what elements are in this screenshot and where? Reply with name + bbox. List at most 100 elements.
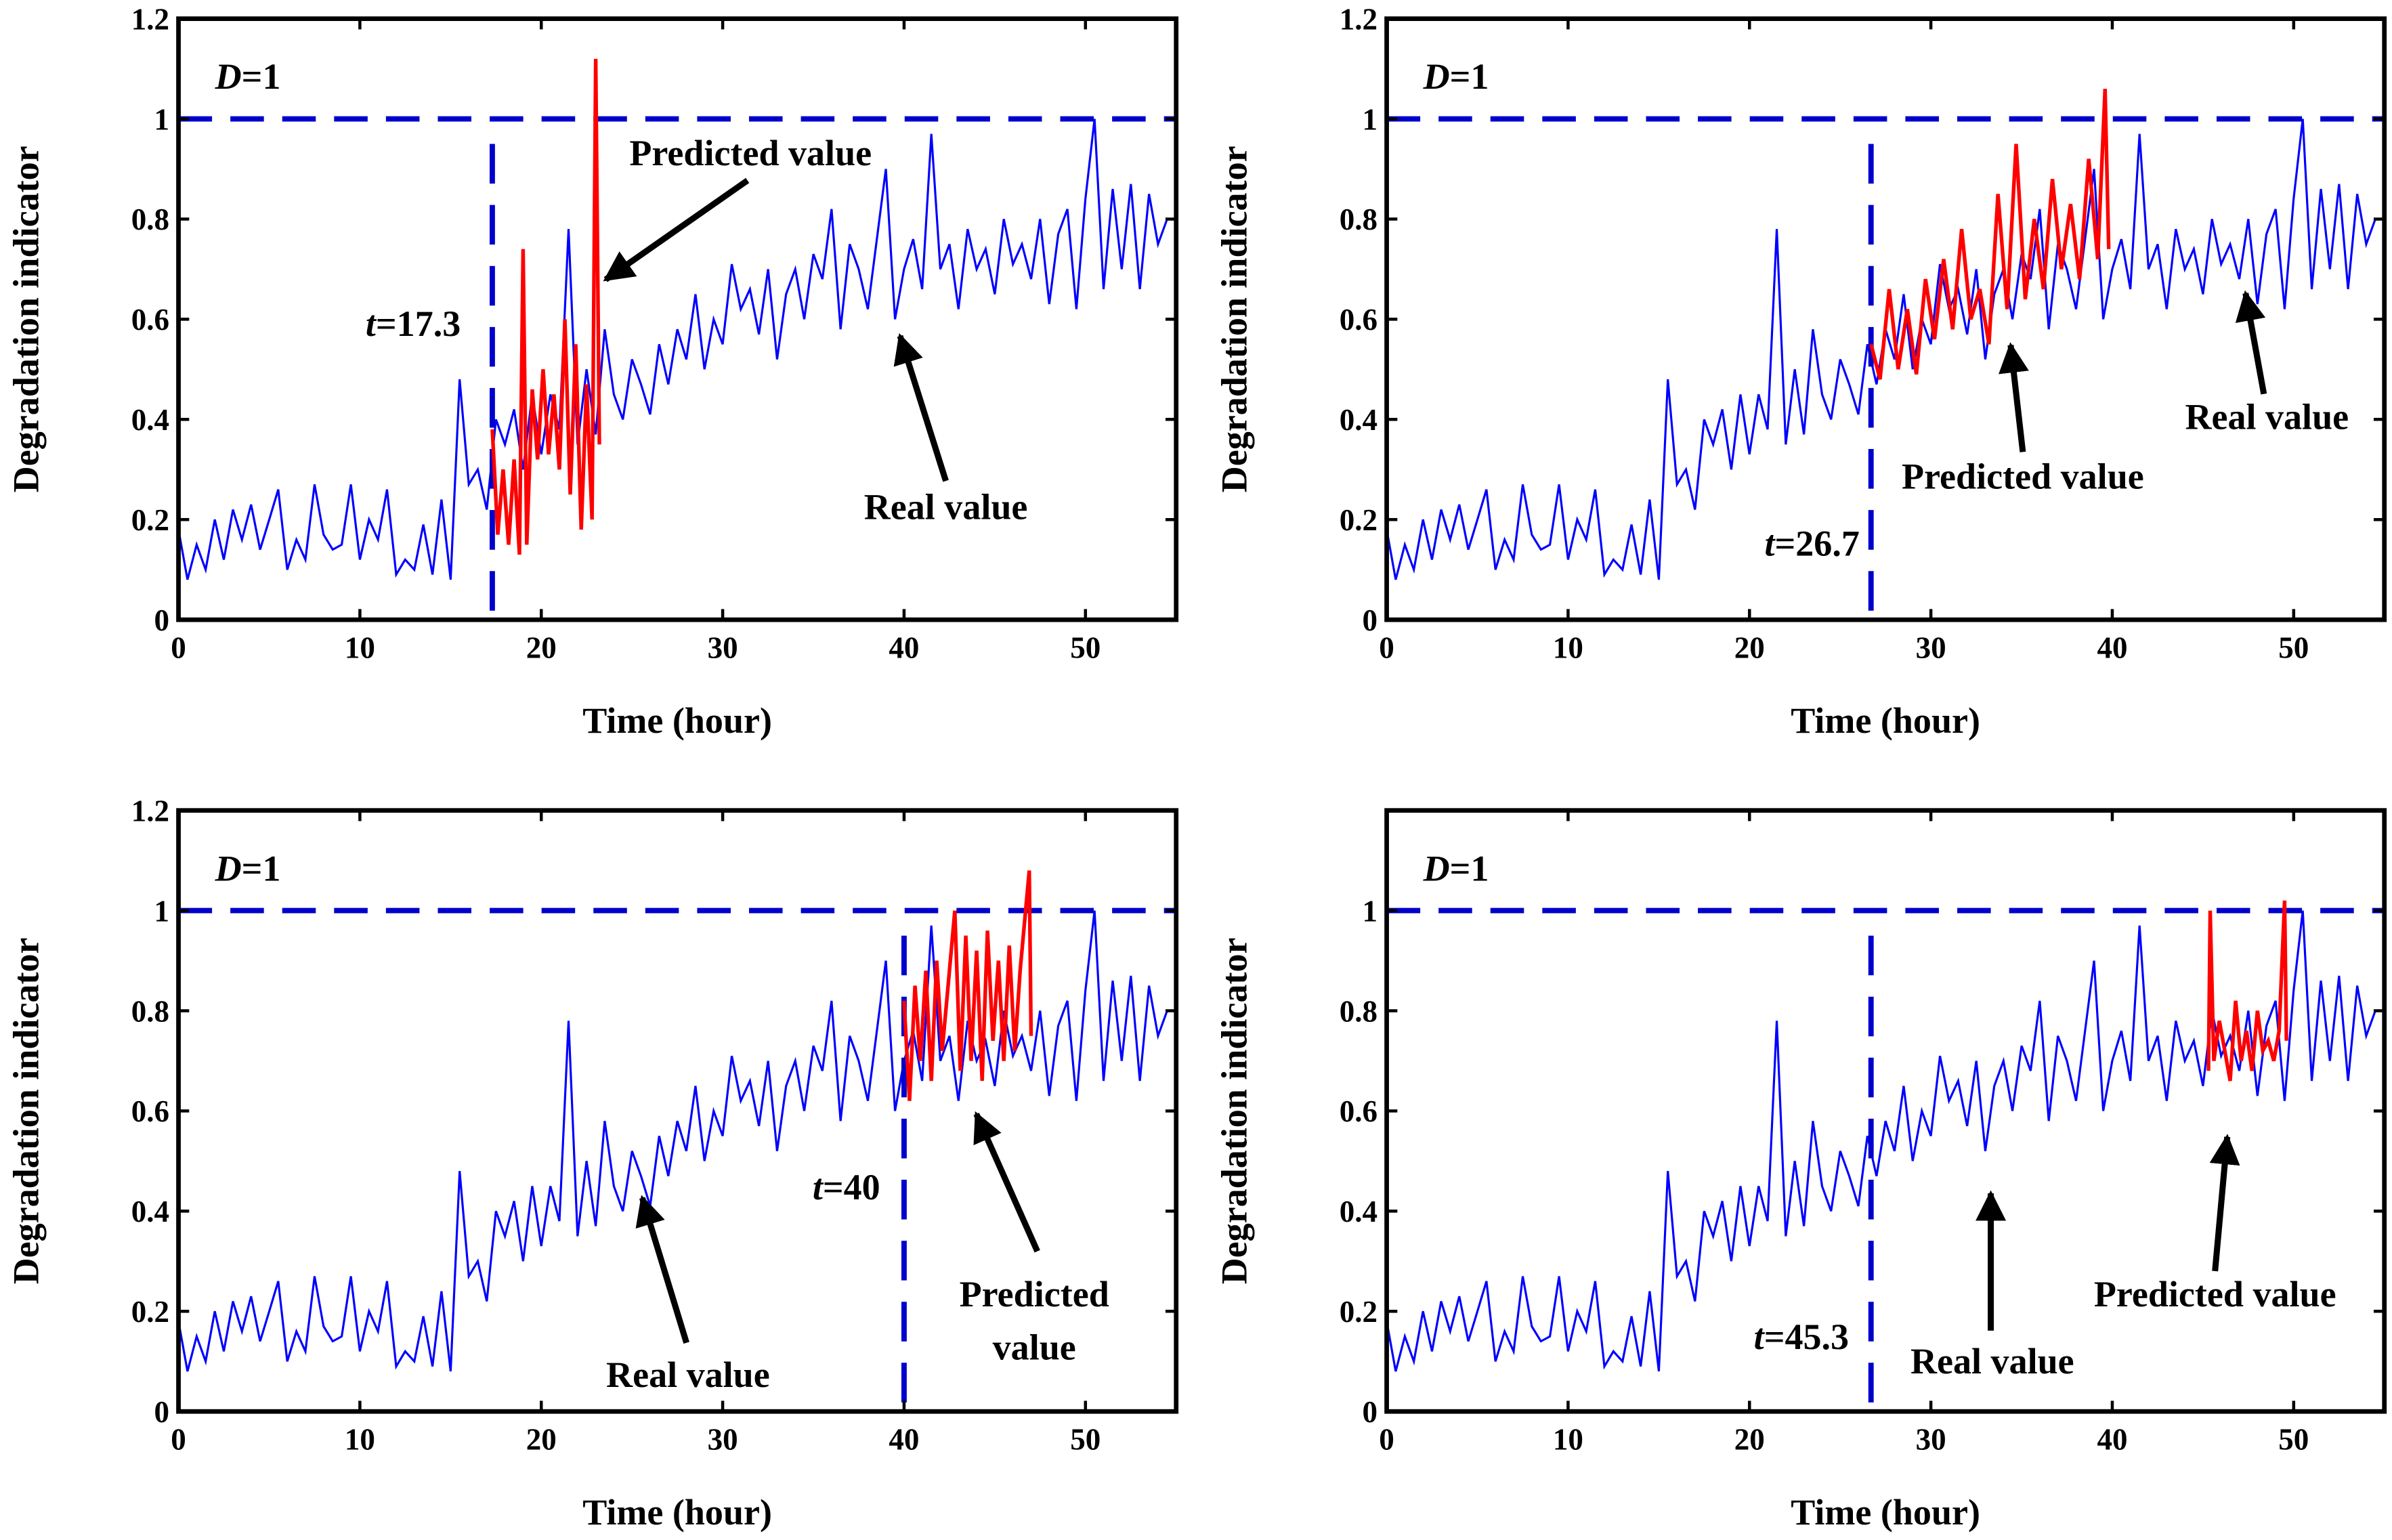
y-tick-label: 0.8 — [131, 202, 169, 236]
prediction-start-label: t=17.3 — [366, 303, 461, 344]
x-tick-label: 50 — [1070, 630, 1101, 664]
threshold-label: D=1 — [215, 56, 281, 97]
panel-top-left: 0 10 20 30 40 50 0 0.2 0.4 0.6 0.8 1 1.2 Time (hour) D… — [5, 2, 1179, 741]
x-axis-label: Time (hour) — [1791, 700, 1980, 741]
real-value-annotation: Real value — [864, 486, 1028, 527]
prediction-start-value: =26.7 — [1774, 523, 1859, 564]
x-axis-label: Time (hour) — [1791, 1492, 1980, 1533]
predicted-arrow-icon — [603, 177, 750, 282]
y-tick-label: 0.8 — [1340, 202, 1377, 236]
x-tick-label: 30 — [708, 1423, 738, 1457]
real-value-annotation: Real value — [2185, 397, 2349, 437]
y-tick-label: 0.6 — [131, 1094, 169, 1128]
real-arrow-icon — [2235, 290, 2267, 395]
panel-top-right: 0 10 20 30 40 50 0 0.2 0.4 0.6 0.8 1 1.2 Time (hour) D… — [1214, 2, 2387, 741]
y-tick-label: 0.4 — [1340, 1195, 1377, 1228]
panel-bottom-left: 0 10 20 30 40 50 0 0.2 0.4 0.6 0.8 1 1.2 Time (hour) D… — [5, 794, 1179, 1533]
threshold-label-var: D — [215, 848, 242, 889]
x-tick-label: 40 — [889, 630, 919, 664]
axes-frame — [176, 16, 1179, 622]
prediction-start-value: =40 — [823, 1167, 880, 1207]
y-tick-label: 0 — [154, 603, 170, 637]
threshold-label-value: =1 — [1450, 848, 1489, 889]
x-tick-label: 0 — [171, 1423, 186, 1457]
y-axis-label: Degradation indicator — [1214, 146, 1254, 492]
prediction-start-var: t — [1764, 523, 1776, 564]
prediction-start-label: t=26.7 — [1764, 523, 1859, 564]
y-tick-label: 0.4 — [131, 403, 169, 437]
predicted-value-line — [1869, 89, 2111, 380]
prediction-start-value: =45.3 — [1764, 1317, 1849, 1357]
prediction-start-var: t — [1754, 1317, 1766, 1357]
predicted-value-annotation: value — [993, 1327, 1076, 1368]
x-tick-label: 50 — [1070, 1423, 1101, 1457]
threshold-label: D=1 — [1423, 56, 1489, 97]
x-tick-label: 0 — [1379, 630, 1394, 664]
x-tick-label: 10 — [1553, 1423, 1583, 1457]
x-axis-label: Time (hour) — [582, 1492, 772, 1533]
predicted-value-line — [2206, 900, 2288, 1082]
threshold-label-value: =1 — [242, 848, 281, 889]
y-tick-label: 0.8 — [131, 994, 169, 1028]
threshold-label-var: D — [215, 56, 242, 97]
y-tick-label: 0.2 — [1340, 1295, 1377, 1329]
prediction-start-var: t — [813, 1167, 824, 1207]
y-tick-label: 0 — [1363, 1395, 1378, 1429]
x-tick-label: 0 — [1379, 1423, 1394, 1457]
y-tick-label: 0.4 — [131, 1195, 169, 1228]
x-tick-label: 0 — [171, 630, 186, 664]
y-axis-label: Degradation indicator — [5, 146, 46, 492]
y-tick-label: 0 — [154, 1395, 170, 1429]
predicted-value-annotation: Predicted value — [629, 133, 872, 173]
predicted-value-annotation: Predicted — [960, 1274, 1109, 1314]
x-tick-label: 20 — [526, 630, 557, 664]
y-tick-label: 0.6 — [131, 303, 169, 337]
real-arrow-icon — [893, 333, 949, 482]
threshold-label: D=1 — [215, 848, 281, 889]
y-tick-label: 0.2 — [131, 503, 169, 537]
threshold-label-var: D — [1423, 56, 1450, 97]
prediction-start-value: =17.3 — [376, 303, 461, 344]
x-tick-label: 40 — [2097, 630, 2127, 664]
x-tick-label: 30 — [708, 630, 738, 664]
prediction-start-label: t=40 — [813, 1167, 880, 1207]
axes-frame — [1384, 808, 2387, 1414]
y-axis-label: Degradation indicator — [5, 937, 46, 1284]
x-tick-label: 10 — [345, 630, 375, 664]
real-value-annotation: Real value — [1910, 1341, 2074, 1382]
predicted-value-line — [902, 870, 1033, 1101]
x-tick-label: 20 — [1734, 630, 1765, 664]
y-tick-label: 0.6 — [1340, 1094, 1377, 1128]
x-tick-label: 20 — [526, 1423, 557, 1457]
x-tick-label: 30 — [1916, 630, 1946, 664]
y-tick-label: 1 — [154, 894, 170, 928]
x-tick-label: 50 — [2278, 630, 2309, 664]
x-tick-label: 30 — [1916, 1423, 1946, 1457]
real-value-line — [1386, 119, 2376, 580]
x-tick-label: 10 — [345, 1423, 375, 1457]
y-axis-label: Degradation indicator — [1214, 937, 1254, 1284]
y-tick-label: 1.2 — [131, 2, 169, 36]
prediction-start-label: t=45.3 — [1754, 1317, 1849, 1357]
y-tick-label: 1 — [1363, 102, 1378, 136]
panel-bottom-right: 0 10 20 30 40 50 0 0.2 0.4 0.6 0.8 1 Time (hour) Degr… — [1214, 808, 2387, 1533]
x-tick-label: 40 — [889, 1423, 919, 1457]
x-tick-label: 50 — [2278, 1423, 2309, 1457]
y-tick-label: 0.8 — [1340, 994, 1377, 1028]
predicted-arrow-icon — [973, 1111, 1040, 1253]
predicted-arrow-icon — [1999, 342, 2029, 452]
y-tick-label: 0.4 — [1340, 403, 1377, 437]
y-tick-label: 0.2 — [131, 1295, 169, 1329]
predicted-value-line — [490, 58, 601, 555]
real-arrow-icon — [635, 1195, 689, 1344]
prediction-start-var: t — [366, 303, 377, 344]
threshold-label-value: =1 — [242, 56, 281, 97]
real-value-annotation: Real value — [606, 1354, 770, 1395]
y-tick-label: 1 — [154, 102, 170, 136]
threshold-label: D=1 — [1423, 848, 1489, 889]
x-tick-label: 20 — [1734, 1423, 1765, 1457]
y-tick-label: 0.6 — [1340, 303, 1377, 337]
threshold-label-var: D — [1423, 848, 1450, 889]
predicted-value-annotation: Predicted value — [1902, 456, 2144, 496]
